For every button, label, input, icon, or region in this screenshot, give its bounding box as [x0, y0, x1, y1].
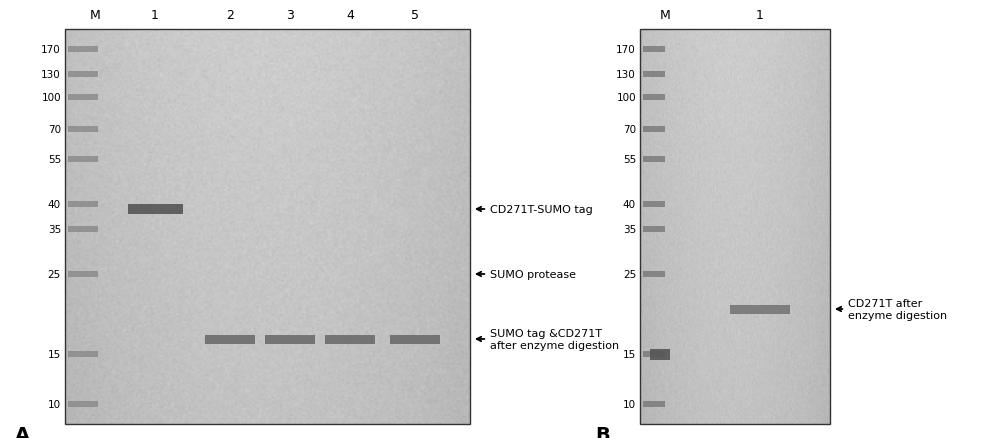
- Text: SUMO protease: SUMO protease: [477, 269, 576, 279]
- Text: 4: 4: [346, 9, 354, 22]
- Bar: [325, 335, 375, 344]
- Text: 55: 55: [48, 155, 61, 165]
- Bar: [68, 226, 98, 233]
- Bar: [643, 72, 665, 78]
- Bar: [128, 205, 182, 215]
- Text: 1: 1: [151, 9, 159, 22]
- Bar: [68, 127, 98, 133]
- Text: A: A: [15, 425, 30, 438]
- Text: 2: 2: [226, 9, 234, 22]
- Bar: [68, 401, 98, 407]
- Text: CD271T-SUMO tag: CD271T-SUMO tag: [477, 205, 593, 215]
- Bar: [643, 201, 665, 208]
- Text: 15: 15: [623, 349, 636, 359]
- Text: M: M: [660, 9, 670, 22]
- Text: SUMO tag &CD271T
after enzyme digestion: SUMO tag &CD271T after enzyme digestion: [477, 328, 619, 350]
- Bar: [205, 335, 255, 344]
- Text: 3: 3: [286, 9, 294, 22]
- Text: 35: 35: [623, 225, 636, 234]
- Bar: [68, 201, 98, 208]
- Bar: [650, 349, 670, 360]
- Text: 40: 40: [48, 200, 61, 209]
- Bar: [68, 47, 98, 53]
- Text: 170: 170: [41, 45, 61, 55]
- Text: 5: 5: [411, 9, 419, 22]
- Text: 35: 35: [48, 225, 61, 234]
- Bar: [643, 272, 665, 277]
- Bar: [643, 95, 665, 101]
- Text: CD271T after
enzyme digestion: CD271T after enzyme digestion: [837, 299, 947, 320]
- Text: 1: 1: [756, 9, 764, 22]
- Text: 40: 40: [623, 200, 636, 209]
- Bar: [68, 351, 98, 357]
- Bar: [643, 401, 665, 407]
- Text: 25: 25: [623, 269, 636, 279]
- Bar: [68, 157, 98, 162]
- Bar: [643, 127, 665, 133]
- Text: 130: 130: [41, 70, 61, 80]
- Bar: [643, 351, 665, 357]
- Bar: [68, 95, 98, 101]
- Bar: [730, 305, 790, 314]
- Text: 15: 15: [48, 349, 61, 359]
- Text: 100: 100: [41, 93, 61, 103]
- Text: 10: 10: [48, 399, 61, 409]
- Bar: [265, 335, 315, 344]
- Bar: [643, 226, 665, 233]
- Bar: [68, 272, 98, 277]
- Text: 100: 100: [616, 93, 636, 103]
- Text: 70: 70: [623, 125, 636, 135]
- Bar: [643, 157, 665, 162]
- Bar: [640, 30, 830, 424]
- Text: 25: 25: [48, 269, 61, 279]
- Bar: [65, 30, 470, 424]
- Text: 10: 10: [623, 399, 636, 409]
- Bar: [68, 72, 98, 78]
- Text: 170: 170: [616, 45, 636, 55]
- Text: 70: 70: [48, 125, 61, 135]
- Text: B: B: [595, 425, 610, 438]
- Text: 130: 130: [616, 70, 636, 80]
- Text: M: M: [90, 9, 100, 22]
- Bar: [643, 47, 665, 53]
- Text: 55: 55: [623, 155, 636, 165]
- Bar: [390, 335, 440, 344]
